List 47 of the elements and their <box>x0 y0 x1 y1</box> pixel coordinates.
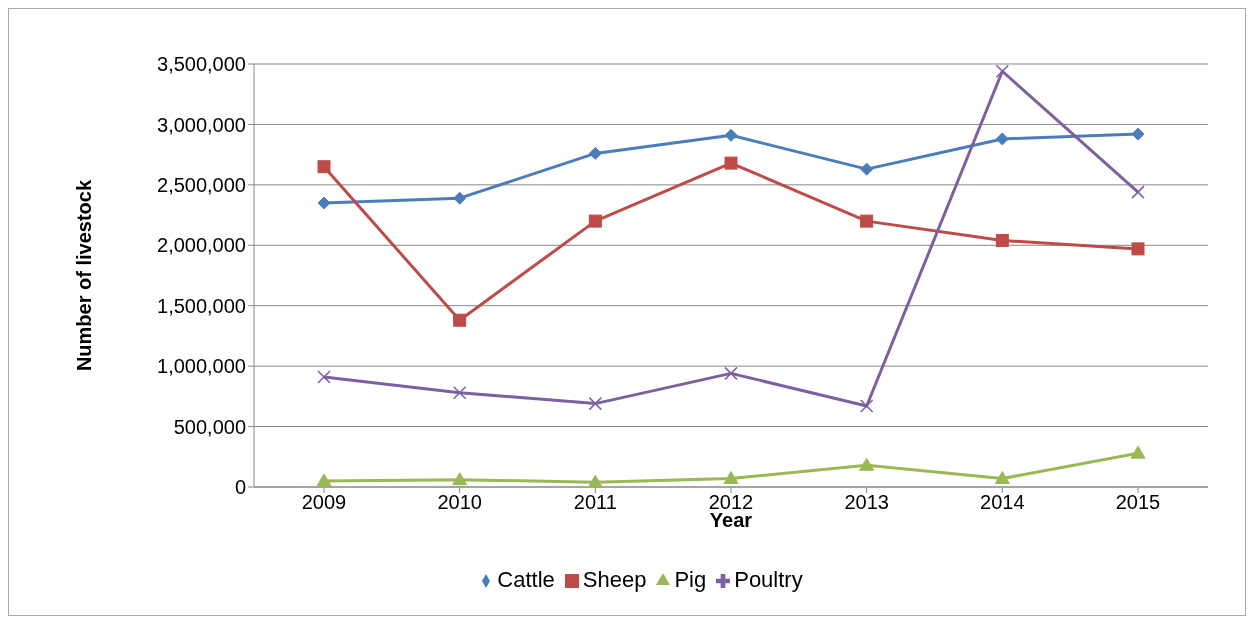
point <box>587 474 603 487</box>
point <box>994 471 1010 485</box>
point <box>995 132 1009 146</box>
y-tick-label: 2,500,000 <box>157 173 246 196</box>
point <box>1131 127 1145 141</box>
point <box>995 64 1010 78</box>
point <box>588 146 602 160</box>
point <box>859 457 875 471</box>
y-tick-label: 3,500,000 <box>157 53 246 76</box>
x-tick-label: 2010 <box>437 491 482 514</box>
x-tick-label: 2009 <box>301 491 347 514</box>
point <box>316 473 332 487</box>
point <box>452 385 467 400</box>
point <box>317 196 331 210</box>
point <box>859 399 874 413</box>
point <box>860 214 874 228</box>
point <box>317 370 331 384</box>
y-tick-label: 2,000,000 <box>157 234 246 257</box>
legend-label: Poultry <box>734 567 803 592</box>
legend-label: Sheep <box>582 567 647 592</box>
y-tick-label: 1,500,000 <box>157 294 246 317</box>
point <box>1131 242 1145 256</box>
point <box>588 396 603 411</box>
point <box>1131 185 1145 199</box>
y-tick-label: 3,000,000 <box>157 113 246 136</box>
x-tick-label: 2011 <box>573 491 617 514</box>
legend-label: Cattle <box>497 567 555 592</box>
point <box>453 313 467 327</box>
x-tick-label: 2014 <box>980 491 1025 514</box>
point <box>1130 445 1146 459</box>
point <box>452 472 468 486</box>
x-tick-label: 2015 <box>1115 491 1161 514</box>
point <box>588 214 602 228</box>
point <box>317 160 331 174</box>
legend-label: Pig <box>674 567 707 592</box>
y-axis-title: Number of livestock <box>73 179 96 372</box>
x-tick-label: 2013 <box>844 491 889 514</box>
y-tick-label: 500,000 <box>173 415 246 438</box>
point <box>724 128 738 142</box>
y-tick-label: 0 <box>234 476 246 499</box>
y-tick-label: 1,000,000 <box>157 355 246 378</box>
point <box>724 156 738 170</box>
point <box>453 191 467 205</box>
point <box>995 233 1009 247</box>
point <box>724 366 738 381</box>
point <box>723 471 739 485</box>
point <box>860 162 874 176</box>
